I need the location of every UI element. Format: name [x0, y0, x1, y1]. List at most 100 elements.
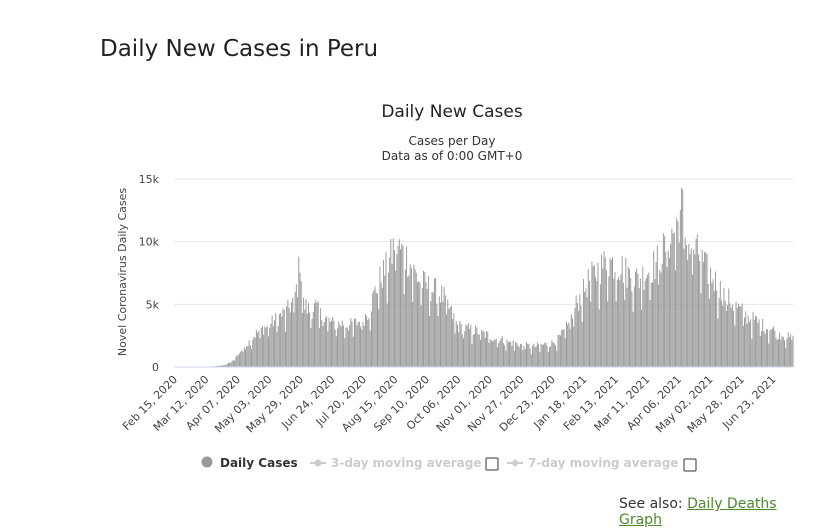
bar[interactable]	[631, 291, 633, 367]
bar[interactable]	[597, 262, 599, 367]
bar[interactable]	[247, 346, 249, 367]
bar[interactable]	[343, 325, 345, 367]
bar[interactable]	[427, 276, 429, 367]
bar[interactable]	[701, 249, 703, 367]
bar[interactable]	[482, 331, 484, 367]
bar[interactable]	[767, 329, 769, 367]
bar[interactable]	[687, 260, 689, 367]
bar[interactable]	[721, 300, 723, 367]
bar[interactable]	[378, 308, 380, 367]
bar[interactable]	[286, 306, 288, 367]
bar[interactable]	[418, 281, 420, 367]
bar[interactable]	[555, 345, 557, 367]
bar[interactable]	[513, 350, 515, 367]
bar[interactable]	[614, 272, 616, 367]
bar[interactable]	[723, 287, 725, 367]
bar[interactable]	[341, 320, 343, 367]
bar[interactable]	[437, 315, 439, 367]
bar[interactable]	[661, 263, 663, 367]
bar[interactable]	[350, 318, 352, 367]
bar[interactable]	[475, 325, 477, 367]
bar[interactable]	[731, 304, 733, 367]
bar[interactable]	[534, 347, 536, 367]
bar[interactable]	[551, 340, 553, 367]
bar[interactable]	[570, 314, 572, 367]
bar[interactable]	[592, 266, 594, 367]
bar[interactable]	[381, 287, 383, 367]
bar[interactable]	[264, 326, 266, 367]
bar[interactable]	[356, 325, 358, 367]
bar[interactable]	[751, 338, 753, 367]
bar[interactable]	[489, 339, 491, 367]
bar[interactable]	[718, 297, 720, 367]
bar[interactable]	[357, 322, 359, 367]
bar[interactable]	[255, 329, 257, 367]
bar[interactable]	[656, 245, 658, 367]
bar[interactable]	[473, 333, 475, 367]
bar[interactable]	[414, 269, 416, 367]
bar[interactable]	[509, 341, 511, 367]
bar[interactable]	[765, 329, 767, 367]
bar[interactable]	[770, 329, 772, 367]
bar[interactable]	[561, 329, 563, 367]
bar[interactable]	[620, 274, 622, 367]
bar[interactable]	[258, 330, 260, 367]
bar[interactable]	[433, 278, 435, 367]
bar[interactable]	[516, 342, 518, 367]
bar[interactable]	[271, 315, 273, 367]
bar[interactable]	[297, 297, 299, 367]
bar[interactable]	[754, 316, 756, 367]
bar[interactable]	[616, 279, 618, 367]
bar[interactable]	[347, 330, 349, 367]
bar[interactable]	[327, 331, 329, 368]
bar[interactable]	[426, 289, 428, 367]
bar[interactable]	[351, 321, 353, 367]
bar[interactable]	[524, 348, 526, 367]
bar[interactable]	[764, 333, 766, 367]
bar[interactable]	[787, 332, 789, 367]
bar[interactable]	[246, 346, 248, 367]
bar[interactable]	[693, 249, 695, 367]
bar[interactable]	[637, 274, 639, 367]
bar[interactable]	[714, 271, 716, 367]
bar[interactable]	[780, 339, 782, 367]
bar[interactable]	[456, 324, 458, 367]
bar[interactable]	[562, 329, 564, 367]
bar[interactable]	[261, 326, 263, 367]
bar[interactable]	[568, 322, 570, 367]
bar[interactable]	[276, 331, 278, 367]
bar[interactable]	[464, 331, 466, 367]
bar[interactable]	[648, 272, 650, 367]
bar[interactable]	[467, 323, 469, 367]
bar[interactable]	[448, 308, 450, 367]
bar[interactable]	[547, 352, 549, 367]
bar[interactable]	[392, 238, 394, 367]
bar[interactable]	[355, 318, 357, 367]
bar[interactable]	[307, 303, 309, 367]
bar[interactable]	[748, 322, 750, 367]
bar[interactable]	[613, 278, 615, 367]
bar[interactable]	[652, 282, 653, 367]
bar[interactable]	[283, 309, 285, 367]
bar[interactable]	[771, 328, 773, 367]
bar[interactable]	[727, 304, 729, 367]
bar[interactable]	[717, 318, 719, 367]
bar[interactable]	[490, 340, 492, 367]
bar[interactable]	[662, 233, 664, 367]
bar[interactable]	[440, 302, 441, 367]
bar[interactable]	[334, 329, 336, 367]
bar[interactable]	[292, 297, 294, 367]
bar[interactable]	[667, 250, 669, 367]
bar[interactable]	[288, 307, 290, 367]
bar[interactable]	[564, 338, 566, 367]
bar[interactable]	[488, 343, 490, 367]
bar[interactable]	[682, 189, 684, 367]
bar[interactable]	[589, 281, 590, 367]
bar[interactable]	[294, 291, 296, 367]
bar[interactable]	[595, 276, 597, 367]
bar[interactable]	[483, 331, 485, 367]
bar[interactable]	[496, 347, 498, 367]
bar[interactable]	[779, 332, 781, 367]
bar[interactable]	[315, 299, 317, 367]
bar[interactable]	[431, 291, 433, 367]
